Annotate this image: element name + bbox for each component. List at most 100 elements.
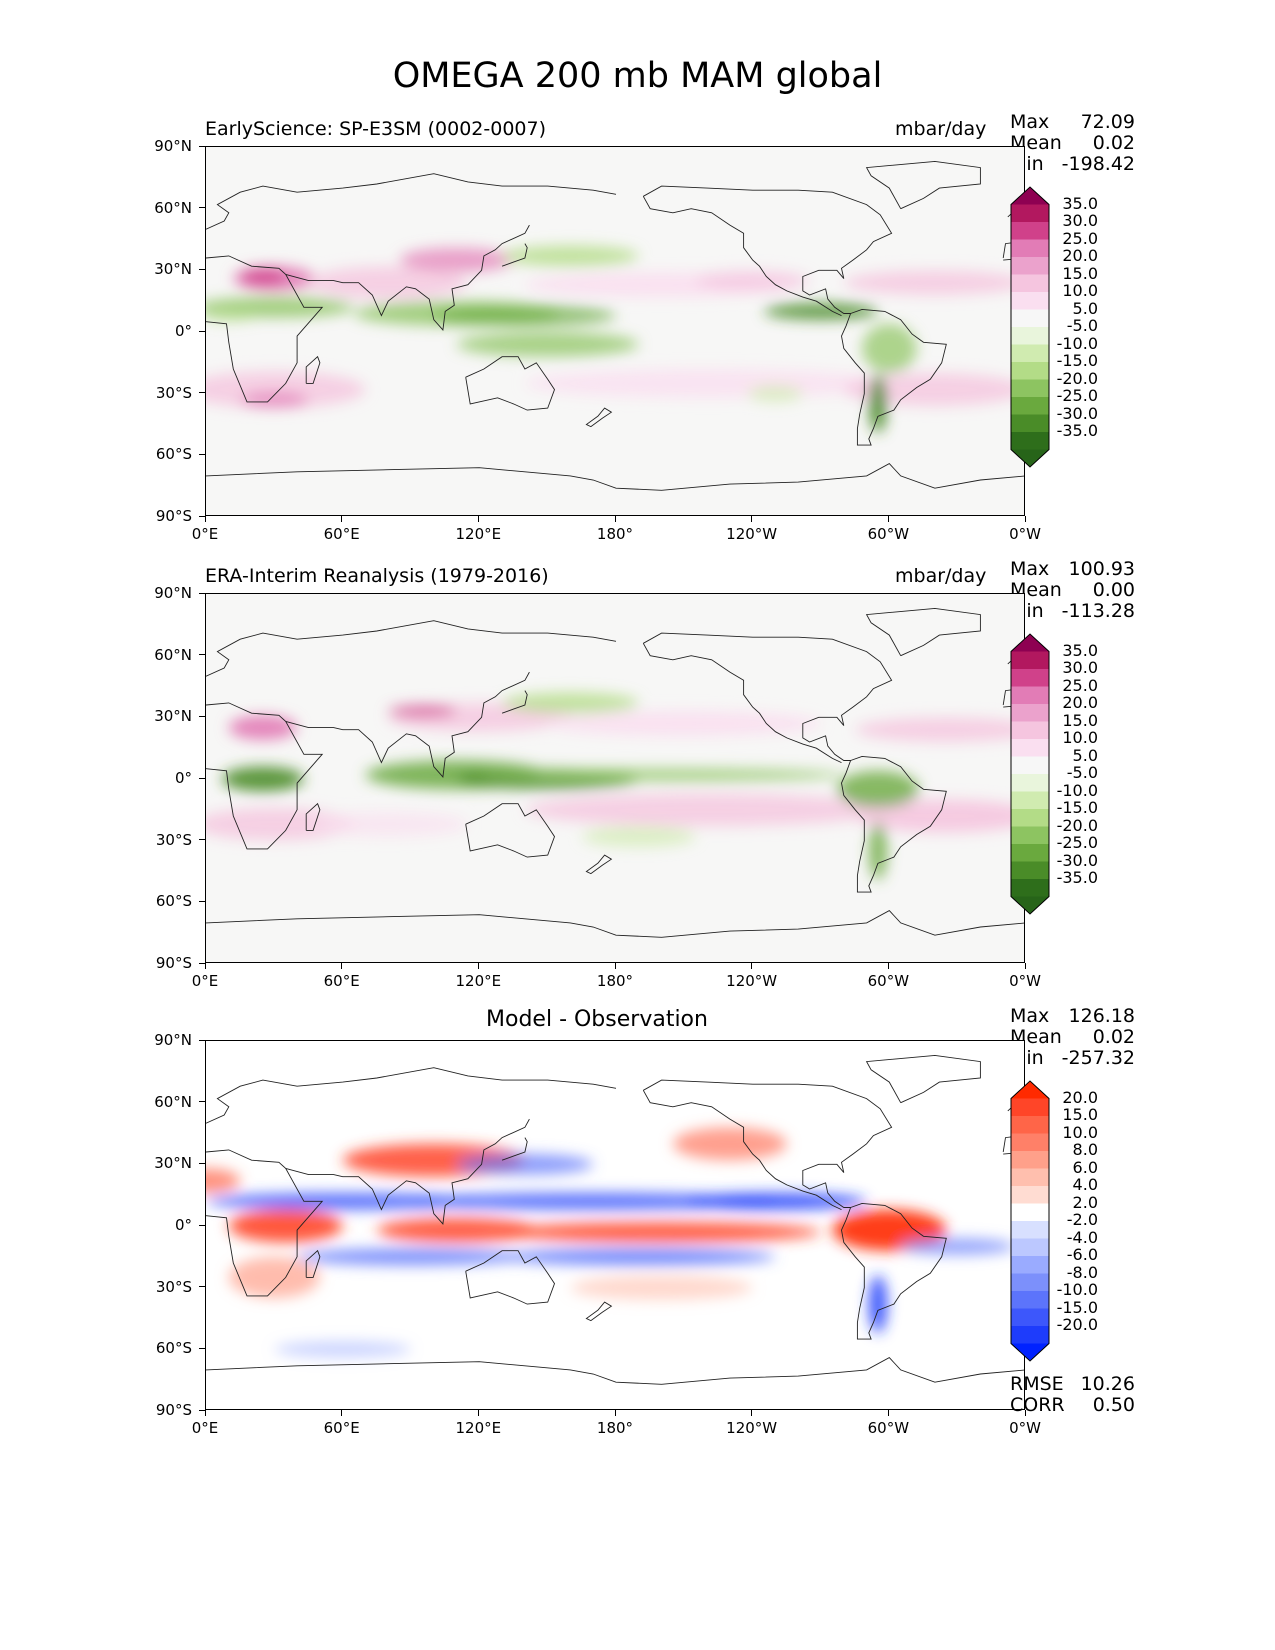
colorbar-level-label: -10.0 [1056,780,1098,800]
y-tick-mark [199,900,205,902]
coastline [206,702,324,850]
y-tick-mark [199,453,205,455]
field-region [479,768,844,782]
stat-min-value: -113.28 [1061,600,1135,622]
colorbar-level-label: -5.0 [1066,763,1098,782]
corr-value: 0.50 [1092,1394,1135,1416]
colorbar-level-label: 15.0 [1062,263,1098,283]
y-tick-mark [199,1162,205,1164]
field-region [206,807,355,841]
y-tick-mark [199,777,205,779]
y-tick-label: 90°S [155,507,192,525]
colorbar-level-label: 35.0 [1062,640,1098,660]
colorbar-segment [1011,809,1049,827]
coastline [865,607,981,657]
colorbar-segment [1011,397,1049,415]
y-tick-mark [199,1224,205,1226]
field-region [684,1193,867,1210]
field-region [274,1341,411,1358]
y-tick-mark [199,207,205,209]
coastline [642,1090,842,1211]
field-region [843,270,1024,295]
rmse-label: RMSE [1010,1373,1064,1395]
y-tick-label: 30°N [154,1154,192,1173]
colorbar-level-label: -10.0 [1056,333,1098,353]
colorbar-level-label: -25.0 [1056,386,1098,405]
colorbar-segment [1011,704,1049,722]
colorbar-level-label: -30.0 [1056,403,1098,423]
field-region [832,1209,947,1251]
colorbar-level-label: 30.0 [1062,658,1098,677]
colorbar-extend-bottom [1011,449,1049,467]
colorbar-segment [1011,1308,1049,1327]
x-tick-label: 0°E [191,525,219,543]
x-tick-label: 180° [596,525,634,543]
x-tick-label: 120°E [455,1419,502,1437]
coastline [865,1054,981,1104]
colorbar-segment [1011,204,1049,223]
y-tick-mark [199,1409,205,1411]
colorbar-segment [1011,774,1049,792]
coastline [585,407,613,428]
colorbar-level-label: -5.0 [1066,316,1098,335]
colorbar-level-label: 35.0 [1062,193,1098,213]
x-tick-label: 120°W [726,525,778,543]
x-tick-label: 0°E [191,972,219,990]
colorbar-level-label: -15.0 [1056,1297,1098,1317]
field-region [695,270,810,291]
colorbar-extend-bottom [1011,1343,1049,1361]
x-tick-mark [887,516,889,522]
coastline [206,910,1024,938]
colorbar-outline [1010,633,1050,915]
coastline [285,671,530,778]
stat-min-value: -198.42 [1061,153,1135,175]
x-tick-label: 0°W [1009,525,1041,543]
field-region [581,826,696,847]
field-region [308,811,468,837]
x-tick-mark [614,963,616,969]
colorbar-segment [1011,861,1049,880]
colorbar-segment [1011,1116,1049,1134]
y-tick-label: 30°S [155,1277,192,1296]
panel1-title: EarlyScience: SP-E3SM (0002-0007) [205,118,547,140]
field-region [502,1221,821,1243]
colorbar-level-label: -10.0 [1056,1280,1098,1299]
colorbar-segment [1011,879,1049,897]
x-tick-label: 120°E [455,972,502,990]
colorbar-level-label: 15.0 [1062,1105,1098,1124]
x-tick-label: 60°E [323,972,360,990]
coastline [501,243,528,267]
x-tick-label: 60°W [867,525,910,543]
field-region [399,247,514,273]
coastline [841,1202,947,1340]
colorbar-segment [1011,1098,1049,1117]
field-region [868,1275,888,1333]
y-tick-mark [199,1286,205,1288]
y-tick-label: 90°N [154,584,192,602]
colorbar-segment [1011,826,1049,845]
coastline [206,1067,617,1124]
panel2-map [205,593,1025,963]
x-tick-mark [614,516,616,522]
coastline [305,802,321,831]
field-region [855,717,1024,742]
colorbar-extend-top [1011,1081,1049,1099]
y-tick-label: 0° [174,322,192,340]
y-tick-mark [199,1039,205,1041]
colorbar-level-label: -35.0 [1056,868,1098,887]
colorbar-level-label: 15.0 [1062,710,1098,730]
colorbar-level-label: 20.0 [1062,246,1098,265]
colorbar-segment [1011,791,1049,810]
field-region [836,770,919,808]
y-tick-label: 60°N [154,198,192,217]
field-region [228,1256,320,1298]
panel1-map [205,146,1025,516]
x-tick-label: 0°W [1009,972,1041,990]
x-tick-label: 60°W [867,1419,910,1437]
y-tick-mark [199,268,205,270]
stat-mean-value: 0.02 [1092,1026,1135,1048]
x-tick-mark [751,516,753,522]
x-tick-mark [341,1410,343,1416]
colorbar-outline [1010,1080,1050,1362]
coastline [841,755,947,893]
